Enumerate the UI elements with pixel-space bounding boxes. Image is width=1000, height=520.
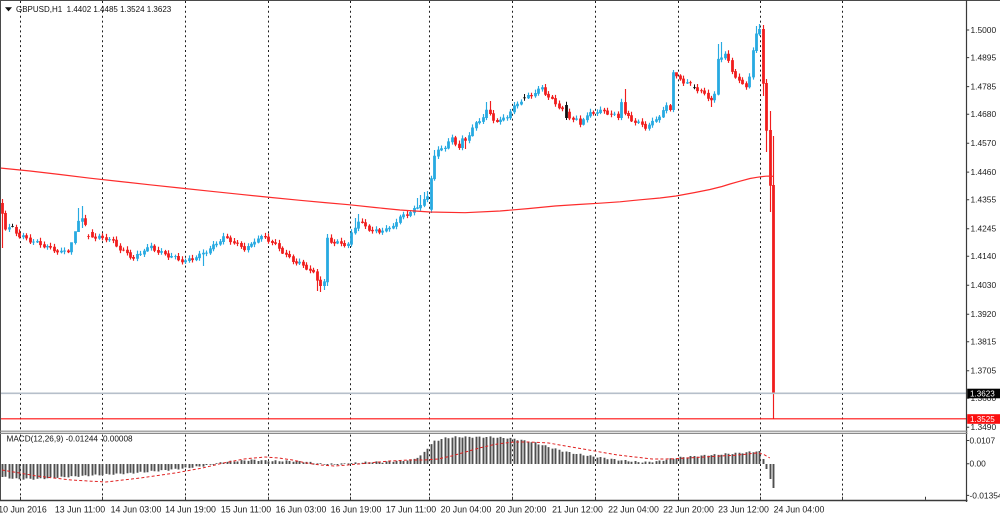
svg-text:23 Jun 12:00: 23 Jun 12:00	[718, 505, 769, 515]
svg-text:1.4460: 1.4460	[971, 167, 997, 177]
svg-text:0.00: 0.00	[970, 459, 987, 469]
svg-text:1.4680: 1.4680	[971, 109, 997, 119]
svg-text:20 Jun 20:00: 20 Jun 20:00	[496, 505, 547, 515]
svg-text:24 Jun 04:00: 24 Jun 04:00	[774, 505, 825, 515]
svg-text:13 Jun 11:00: 13 Jun 11:00	[55, 505, 105, 515]
svg-text:MACD(12,26,9) -0.01244 -0.0000: MACD(12,26,9) -0.01244 -0.00008	[7, 435, 134, 444]
svg-text:21 Jun 12:00: 21 Jun 12:00	[552, 505, 603, 515]
svg-text:15 Jun 11:00: 15 Jun 11:00	[221, 505, 271, 515]
svg-text:1.3705: 1.3705	[971, 366, 997, 376]
svg-text:1.4140: 1.4140	[971, 251, 997, 261]
svg-text:10 Jun 2016: 10 Jun 2016	[0, 505, 47, 515]
svg-text:16 Jun 03:00: 16 Jun 03:00	[276, 505, 327, 515]
svg-text:1.4570: 1.4570	[971, 138, 997, 148]
svg-text:1.4785: 1.4785	[971, 82, 997, 92]
svg-text:22 Jun 04:00: 22 Jun 04:00	[608, 505, 659, 515]
svg-text:14 Jun 03:00: 14 Jun 03:00	[111, 505, 162, 515]
svg-text:1.4355: 1.4355	[971, 195, 997, 205]
svg-text:20 Jun 04:00: 20 Jun 04:00	[441, 505, 492, 515]
svg-text:17 Jun 11:00: 17 Jun 11:00	[386, 505, 436, 515]
svg-text:GBPUSD,H1 1.4402 1.4485 1.352: GBPUSD,H1 1.4402 1.4485 1.3524 1.3623	[16, 5, 172, 14]
svg-text:16 Jun 19:00: 16 Jun 19:00	[331, 505, 382, 515]
svg-text:1.3815: 1.3815	[971, 337, 997, 347]
svg-text:1.5000: 1.5000	[971, 25, 997, 35]
svg-text:22 Jun 20:00: 22 Jun 20:00	[663, 505, 714, 515]
svg-text:1.4030: 1.4030	[971, 280, 997, 290]
svg-text:1.3920: 1.3920	[971, 309, 997, 319]
svg-text:0.0107: 0.0107	[970, 435, 996, 445]
svg-text:1.3623: 1.3623	[970, 389, 995, 398]
svg-text:1.4245: 1.4245	[971, 224, 997, 234]
svg-text:14 Jun 19:00: 14 Jun 19:00	[165, 505, 216, 515]
svg-text:-0.01354: -0.01354	[970, 490, 1000, 500]
svg-text:1.3490: 1.3490	[971, 422, 997, 432]
svg-text:1.3525: 1.3525	[970, 415, 995, 424]
svg-text:1.4895: 1.4895	[971, 53, 997, 63]
